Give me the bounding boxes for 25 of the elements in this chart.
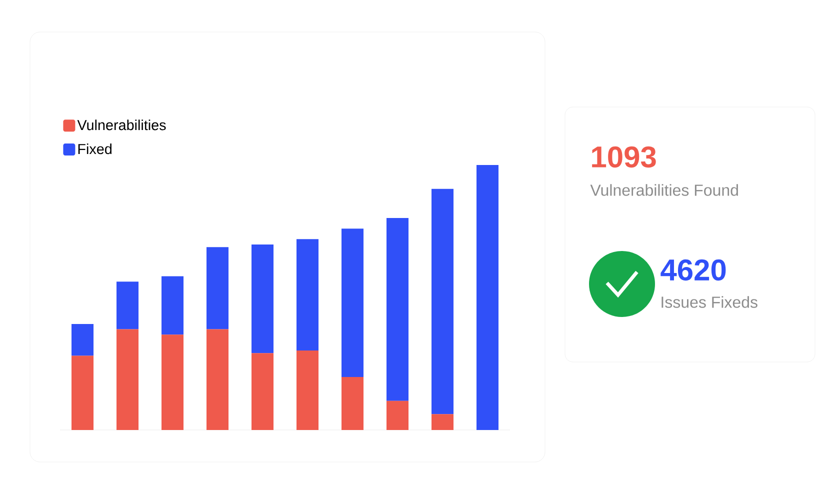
bar	[162, 276, 184, 335]
legend-label: Fixed	[78, 144, 112, 154]
bar	[342, 228, 364, 377]
text: 4620	[660, 259, 726, 281]
bar	[72, 356, 94, 430]
bar	[296, 350, 319, 430]
bar	[432, 414, 454, 430]
bar	[252, 244, 274, 354]
bar	[252, 353, 274, 430]
bar	[116, 329, 139, 430]
text: 1093	[592, 146, 656, 168]
bar	[206, 247, 229, 330]
legend-label: Vulnerabilities	[77, 120, 166, 130]
text: Issues Fixeds	[662, 296, 758, 308]
bar	[162, 334, 184, 430]
bar	[342, 376, 364, 430]
bar	[476, 164, 498, 430]
bar	[296, 239, 319, 350]
bar	[432, 188, 454, 414]
bar	[116, 282, 139, 330]
bar	[206, 329, 229, 430]
bar	[386, 400, 409, 430]
bar	[72, 324, 94, 356]
bar	[386, 218, 409, 401]
text: Vulnerabilities Found	[590, 184, 738, 196]
